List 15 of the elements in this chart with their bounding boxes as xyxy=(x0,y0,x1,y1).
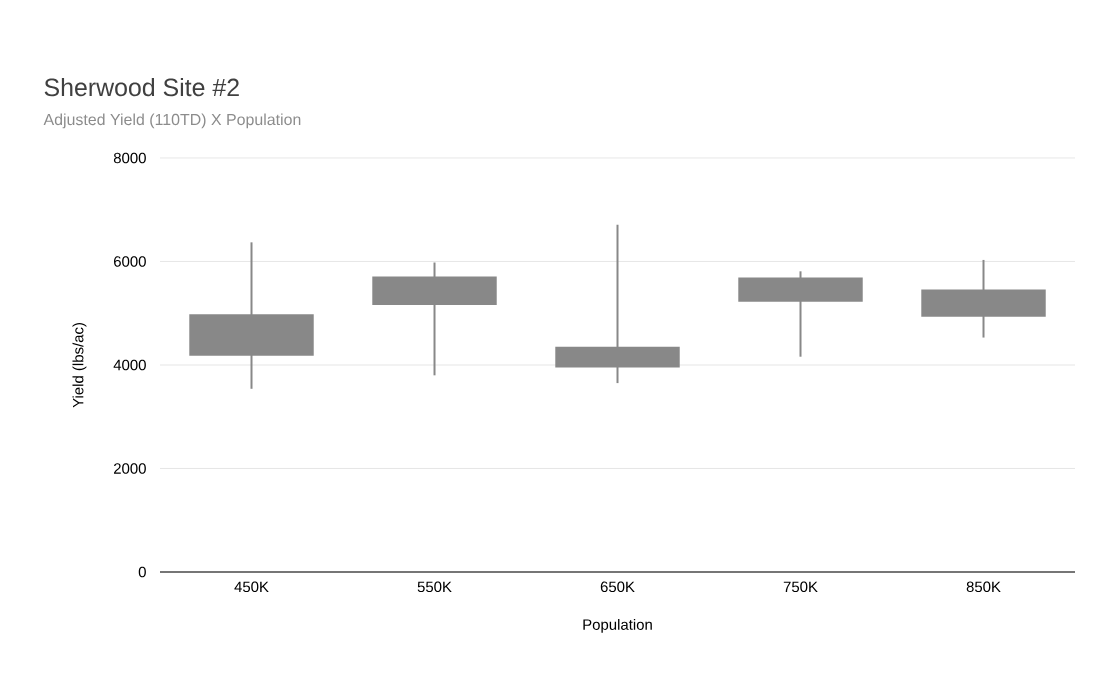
candlestick xyxy=(555,223,680,385)
chart-subtitle: Adjusted Yield (110TD) X Population xyxy=(43,113,301,129)
y-tick-label: 8000 xyxy=(113,152,146,164)
x-tick-label: 550K xyxy=(417,581,452,593)
y-tick-label: 0 xyxy=(138,566,146,578)
y-axis-title: Yield (lbs/ac) xyxy=(72,323,87,408)
x-tick-label: 650K xyxy=(600,581,635,593)
y-tick-label: 4000 xyxy=(113,359,146,371)
x-tick-label: 750K xyxy=(783,581,818,593)
x-tick-label: 450K xyxy=(234,581,269,593)
chart-title: Sherwood Site #2 xyxy=(44,77,239,97)
x-tick-label: 850K xyxy=(966,581,1001,593)
x-axis-title: Population xyxy=(583,618,652,633)
y-tick-label: 2000 xyxy=(113,463,146,474)
y-tick-label: 6000 xyxy=(114,256,146,267)
